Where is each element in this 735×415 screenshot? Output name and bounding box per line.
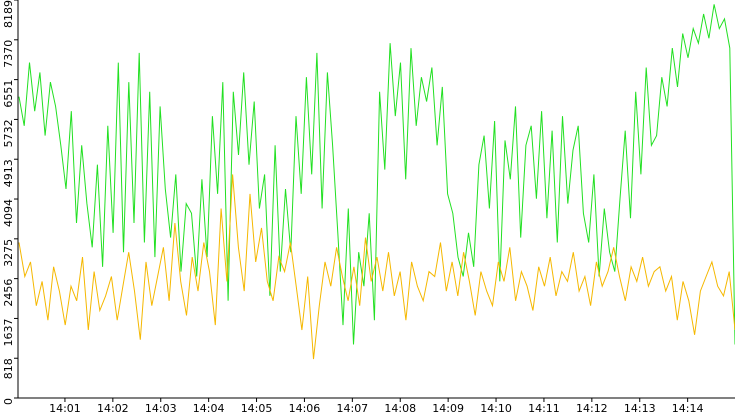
x-tick-label: 14:13 [624, 402, 656, 415]
x-tick-label: 14:01 [49, 402, 81, 415]
y-tick-label: 4094 [2, 199, 15, 227]
x-tick-label: 14:05 [241, 402, 273, 415]
x-tick-label: 14:03 [145, 402, 177, 415]
data-line [18, 174, 735, 360]
y-tick-label: 6551 [2, 80, 15, 108]
y-tick-label: 7370 [2, 40, 15, 68]
y-tick-label: 2456 [2, 279, 15, 307]
y-tick-label: 8189 [2, 0, 15, 28]
y-tick-label: 1637 [2, 318, 15, 346]
x-tick-label: 14:04 [193, 402, 225, 415]
x-tick-label: 14:11 [528, 402, 560, 415]
y-tick-label: 0 [2, 398, 15, 405]
y-tick-label: 4913 [2, 159, 15, 187]
x-tick-label: 14:02 [97, 402, 129, 415]
x-tick-label: 14:12 [576, 402, 608, 415]
x-tick-label: 14:06 [289, 402, 321, 415]
x-tick-label: 14:10 [480, 402, 512, 415]
x-tick-label: 14:07 [336, 402, 368, 415]
y-tick-label: 5732 [2, 119, 15, 147]
y-tick-label: 818 [2, 358, 15, 379]
data-line [18, 4, 735, 345]
x-tick-label: 14:09 [432, 402, 464, 415]
y-tick-label: 3275 [2, 239, 15, 267]
x-tick-label: 14:08 [384, 402, 416, 415]
x-tick-label: 14:14 [672, 402, 704, 415]
